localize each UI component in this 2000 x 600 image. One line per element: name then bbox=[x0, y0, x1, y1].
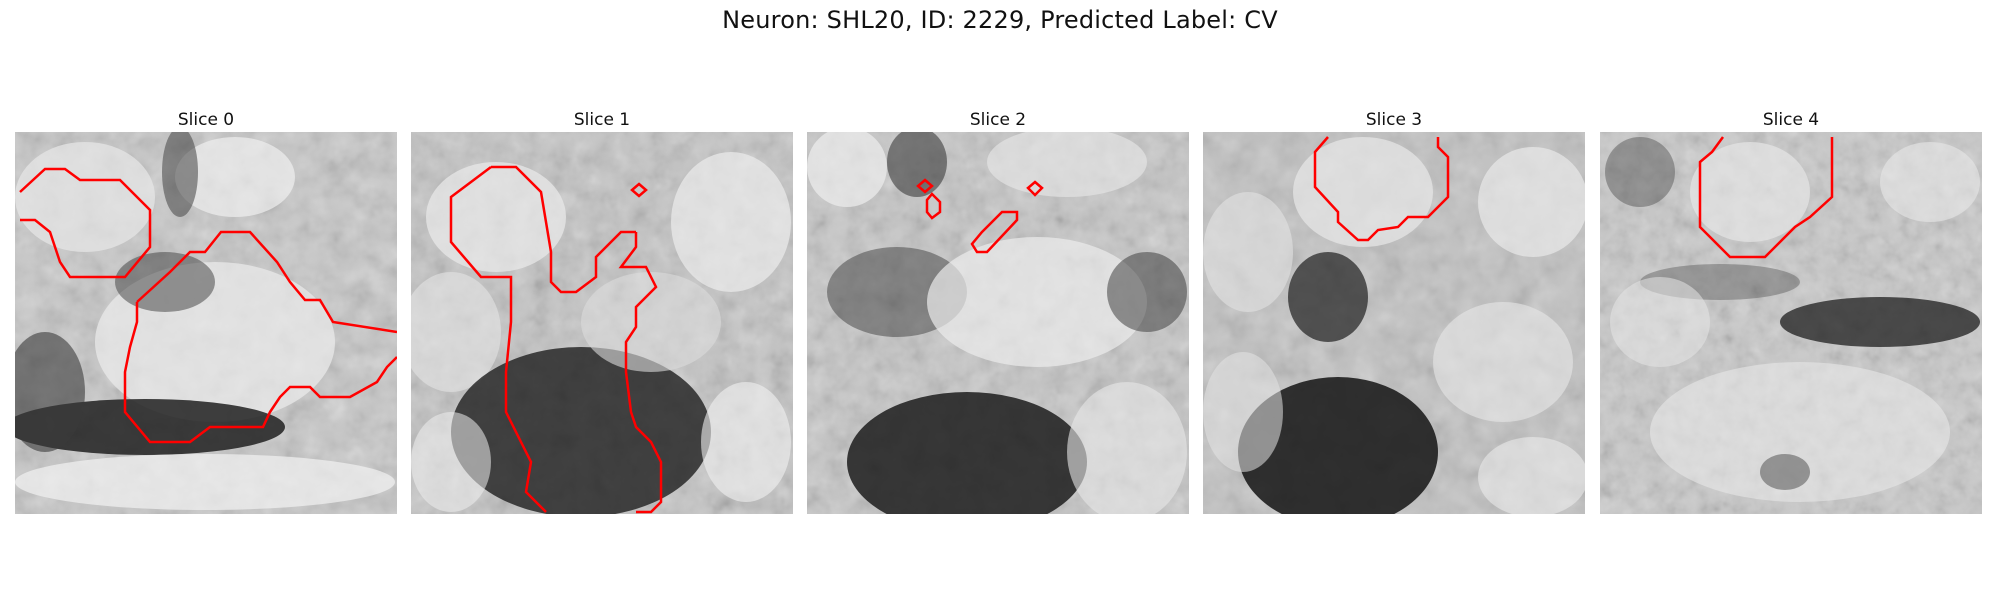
contour-overlay bbox=[19, 167, 397, 444]
slice-title-2: Slice 2 bbox=[969, 110, 1027, 130]
slice-image-1 bbox=[411, 132, 793, 514]
contour-overlay bbox=[449, 165, 663, 514]
slice-panel-4: Slice 4 bbox=[1600, 110, 1982, 514]
contour-overlay bbox=[1698, 136, 1834, 259]
slice-panel-0: Slice 0 bbox=[15, 110, 397, 514]
contour-overlay bbox=[916, 178, 1044, 254]
contour-overlay bbox=[1313, 136, 1450, 242]
slice-image-2 bbox=[807, 132, 1189, 514]
slice-title-4: Slice 4 bbox=[1762, 110, 1820, 130]
slice-panel-1: Slice 1 bbox=[411, 110, 793, 514]
figure-title: Neuron: SHL20, ID: 2229, Predicted Label… bbox=[722, 6, 1278, 34]
slice-title-0: Slice 0 bbox=[177, 110, 235, 130]
slice-image-3 bbox=[1203, 132, 1585, 514]
slice-title-1: Slice 1 bbox=[573, 110, 631, 130]
slice-panel-2: Slice 2 bbox=[807, 110, 1189, 514]
slice-title-3: Slice 3 bbox=[1365, 110, 1423, 130]
slice-image-4 bbox=[1600, 132, 1982, 514]
slice-image-0 bbox=[15, 132, 397, 514]
slice-panel-3: Slice 3 bbox=[1203, 110, 1585, 514]
